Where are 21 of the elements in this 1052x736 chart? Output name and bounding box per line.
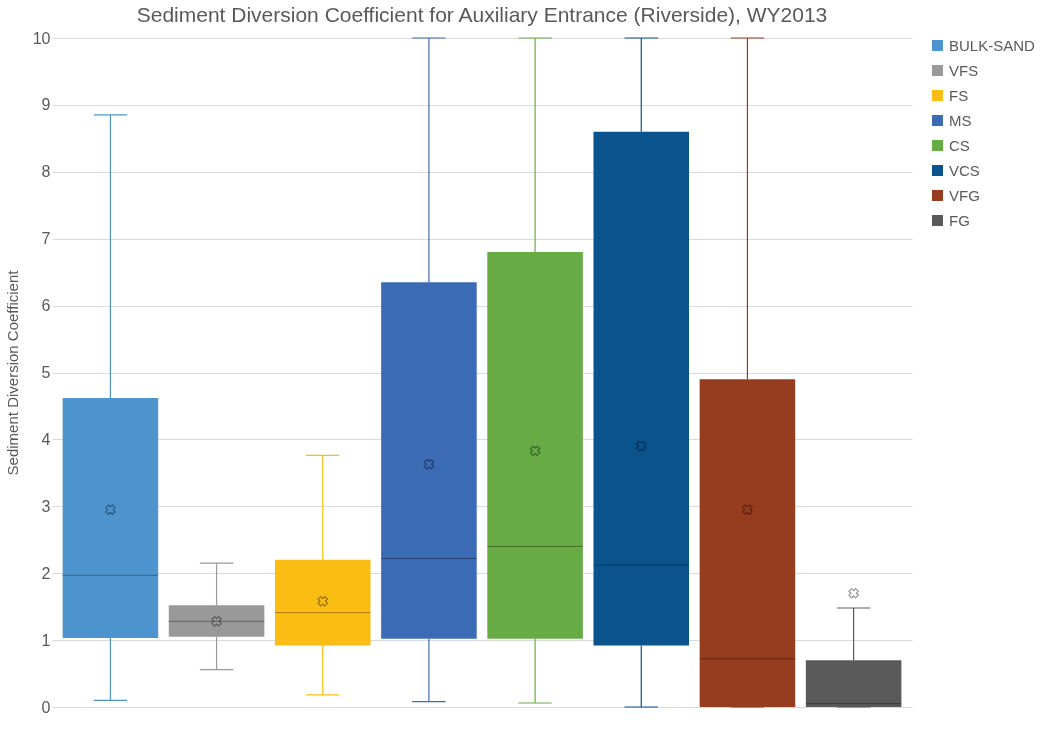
y-tick-label: 9 [41,96,51,114]
legend-label: VFG [949,186,980,204]
y-tick-label: 3 [41,497,51,515]
y-tick-label: 6 [41,297,51,315]
y-tick-label: 5 [41,364,51,381]
y-tick-label: 0 [41,698,51,716]
legend-label: VFS [949,61,979,79]
y-tick-label: 2 [41,564,51,582]
y-tick-label: 7 [41,230,51,248]
legend-label: BULK-SAND [949,36,1036,54]
legend-label: FS [949,86,969,104]
legend-label: MS [949,111,972,129]
y-axis-title: Sediment Diversion Coefficient [3,269,21,476]
y-tick-label: 10 [32,29,51,47]
y-tick-label: 1 [41,631,51,649]
chart-title: Sediment Diversion Coefficient for Auxiliary Entrance (Riverside), WY2013 [136,3,828,26]
legend-label: FG [949,211,970,229]
y-tick-label: 4 [41,430,51,448]
y-tick-label: 8 [41,163,51,181]
legend-label: VCS [949,161,980,179]
legend-label: CS [949,136,970,154]
